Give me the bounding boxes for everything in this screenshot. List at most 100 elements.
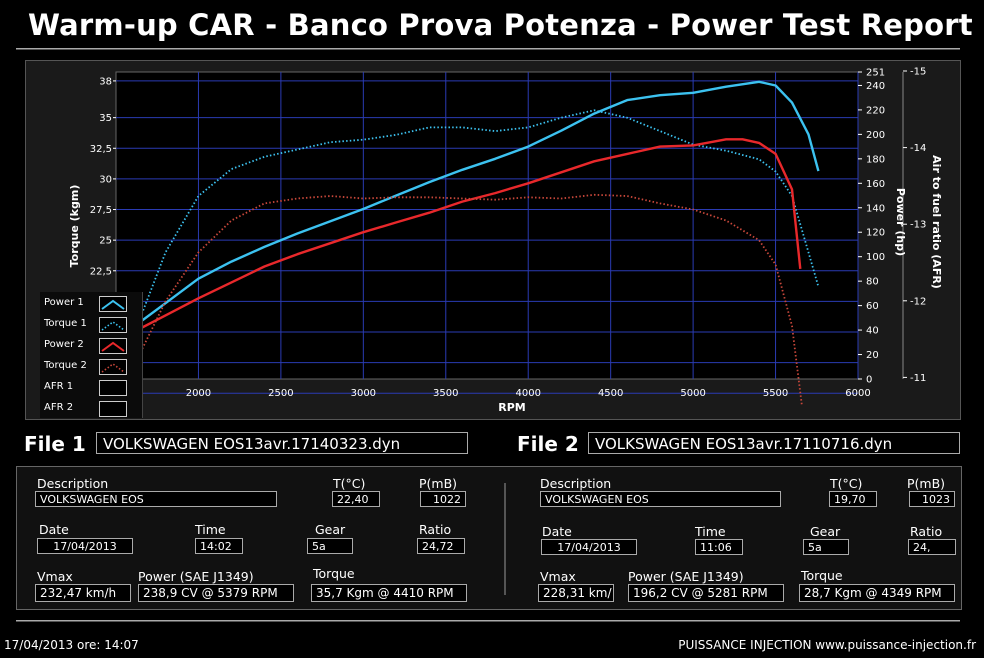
f1-date-value: 17/04/2013 <box>37 538 133 554</box>
f1-vmax-value: 232,47 km/h <box>35 584 131 602</box>
f2-description-value: VOLKSWAGEN EOS <box>540 491 781 507</box>
legend-afr-2[interactable]: AFR 2 <box>40 399 142 420</box>
f2-description-label: Description <box>540 476 612 491</box>
title-divider <box>16 48 960 50</box>
torque-tick-label: 30 <box>99 174 112 185</box>
rpm-tick-label: 3000 <box>351 388 376 399</box>
power-tick-label: 200 <box>866 130 885 141</box>
legend-swatch <box>99 338 127 354</box>
rpm-tick-label: 6000 <box>845 388 870 399</box>
legend-label: Torque 2 <box>44 360 87 371</box>
afr-tick-label: -15 <box>910 67 926 78</box>
legend-swatch <box>99 296 127 312</box>
f2-power-value: 196,2 CV @ 5281 RPM <box>628 584 784 602</box>
f1-ratio-label: Ratio <box>419 522 452 537</box>
power-tick-label: 220 <box>866 105 885 116</box>
power-tick-label: 40 <box>866 326 879 337</box>
f1-date-label: Date <box>39 522 69 537</box>
f2-time-value: 11:06 <box>695 539 743 555</box>
f1-torque-value: 35,7 Kgm @ 4410 RPM <box>311 584 467 602</box>
power-tick-label: 20 <box>866 350 879 361</box>
rpm-tick-label: 3500 <box>433 388 458 399</box>
f2-date-value: 17/04/2013 <box>541 539 637 555</box>
f2-power-label: Power (SAE J1349) <box>628 569 744 584</box>
rpm-tick-label: 5500 <box>763 388 788 399</box>
torque-tick-label: 38 <box>99 76 112 87</box>
legend-swatch <box>99 359 127 375</box>
legend-swatch <box>99 380 127 396</box>
afr-tick-label: -11 <box>910 373 926 384</box>
f1-power-value: 238,9 CV @ 5379 RPM <box>138 584 294 602</box>
f2-temp-value: 19,70 <box>829 491 877 507</box>
legend-label: Power 1 <box>44 297 84 308</box>
report-title: Warm-up CAR - Banco Prova Potenza - Powe… <box>28 8 973 42</box>
f1-gear-label: Gear <box>315 522 346 537</box>
test-info-panel: Description VOLKSWAGEN EOS T(°C) 22,40 P… <box>16 466 962 610</box>
f1-pressure-value: 1022 <box>420 491 466 507</box>
file-1-label: File 1 <box>24 432 86 456</box>
series-torque-2 <box>115 193 803 406</box>
torque-tick-label: 32,5 <box>90 144 112 155</box>
torque-tick-label: 27,5 <box>90 205 112 216</box>
legend-torque-1[interactable]: Torque 1 <box>40 315 142 336</box>
legend-torque-2[interactable]: Torque 2 <box>40 357 142 378</box>
f1-gear-value: 5a <box>307 538 353 554</box>
f1-vmax-label: Vmax <box>37 569 73 584</box>
y-axis-label-torque: Torque (kgm) <box>68 185 81 268</box>
rpm-tick-label: 4000 <box>515 388 540 399</box>
power-tick-label: 60 <box>866 301 879 312</box>
power-tick-label: 251 <box>866 68 885 79</box>
f1-description-value: VOLKSWAGEN EOS <box>35 491 277 507</box>
legend-swatch <box>99 317 127 333</box>
legend-label: Power 2 <box>44 339 84 350</box>
legend-label: Torque 1 <box>44 318 87 329</box>
report-timestamp: 17/04/2013 ore: 14:07 <box>4 638 139 652</box>
series-power-1 <box>131 80 820 329</box>
file-1-name: VOLKSWAGEN EOS13avr.17140323.dyn <box>96 432 468 454</box>
f2-vmax-value: 228,31 km/ <box>538 584 614 602</box>
torque-tick-label: 35 <box>99 113 112 124</box>
f1-temp-value: 22,40 <box>332 491 380 507</box>
f2-temp-label: T(°C) <box>830 476 863 491</box>
power-tick-label: 160 <box>866 179 885 190</box>
file-2-name: VOLKSWAGEN EOS13avr.17110716.dyn <box>588 432 960 454</box>
company-footer: PUISSANCE INJECTION www.puissance-inject… <box>678 638 976 652</box>
legend-label: AFR 2 <box>44 402 74 413</box>
power-tick-label: 240 <box>866 81 885 92</box>
power-tick-label: 100 <box>866 252 885 263</box>
rpm-tick-label: 5000 <box>680 388 705 399</box>
f2-ratio-label: Ratio <box>910 524 943 539</box>
y-axis-label-power: Power (hp) <box>894 188 907 256</box>
afr-tick-label: -12 <box>910 296 926 307</box>
rpm-tick-label: 4500 <box>598 388 623 399</box>
f2-torque-value: 28,7 Kgm @ 4349 RPM <box>799 584 955 602</box>
power-tick-label: 0 <box>866 375 872 386</box>
power-tick-label: 80 <box>866 277 879 288</box>
f1-temp-label: T(°C) <box>333 476 366 491</box>
f1-power-label: Power (SAE J1349) <box>138 569 254 584</box>
legend-afr-1[interactable]: AFR 1 <box>40 378 142 399</box>
torque-tick-label: 22,5 <box>90 266 112 277</box>
f1-description-label: Description <box>37 476 109 491</box>
legend-power-1[interactable]: Power 1 <box>40 294 142 315</box>
power-tick-label: 120 <box>866 228 885 239</box>
dyno-chart: 12,51517,52022,52527,53032,5353820002500… <box>68 67 943 415</box>
f2-torque-label: Torque <box>801 568 843 583</box>
y-axis-label-afr: Air to fuel ratio (AFR) <box>930 155 943 289</box>
legend-swatch <box>99 401 127 417</box>
legend-label: AFR 1 <box>44 381 74 392</box>
f1-time-value: 14:02 <box>195 538 243 554</box>
f2-vmax-label: Vmax <box>540 569 576 584</box>
f2-date-label: Date <box>542 524 572 539</box>
f1-pressure-label: P(mB) <box>419 476 458 491</box>
f2-time-label: Time <box>695 524 726 539</box>
rpm-tick-label: 2000 <box>186 388 211 399</box>
file-2-label: File 2 <box>517 432 579 456</box>
rpm-tick-label: 2500 <box>268 388 293 399</box>
f1-ratio-value: 24,72 <box>417 538 465 554</box>
series-power-2 <box>131 138 802 334</box>
f2-gear-label: Gear <box>810 524 841 539</box>
f2-pressure-label: P(mB) <box>907 476 946 491</box>
f1-time-label: Time <box>195 522 226 537</box>
legend-power-2[interactable]: Power 2 <box>40 336 142 357</box>
